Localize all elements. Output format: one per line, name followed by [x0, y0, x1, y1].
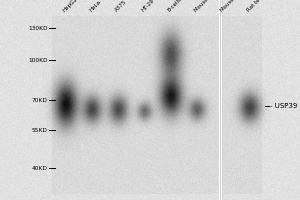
Text: A375: A375	[115, 0, 128, 13]
Text: HepG2: HepG2	[62, 0, 79, 13]
Text: HeLa: HeLa	[88, 0, 102, 13]
Text: HT-29: HT-29	[141, 0, 156, 13]
Text: 70KD: 70KD	[32, 98, 47, 102]
Text: - USP39: - USP39	[269, 103, 297, 109]
Text: Mouse eye: Mouse eye	[193, 0, 218, 13]
Text: 55KD: 55KD	[32, 128, 47, 132]
Text: 130KD: 130KD	[28, 25, 47, 30]
Text: 40KD: 40KD	[32, 166, 47, 170]
Text: Mouse spleen: Mouse spleen	[220, 0, 250, 13]
Text: B-cells: B-cells	[167, 0, 183, 13]
Text: Rat testis: Rat testis	[246, 0, 268, 13]
Text: 100KD: 100KD	[28, 58, 47, 62]
